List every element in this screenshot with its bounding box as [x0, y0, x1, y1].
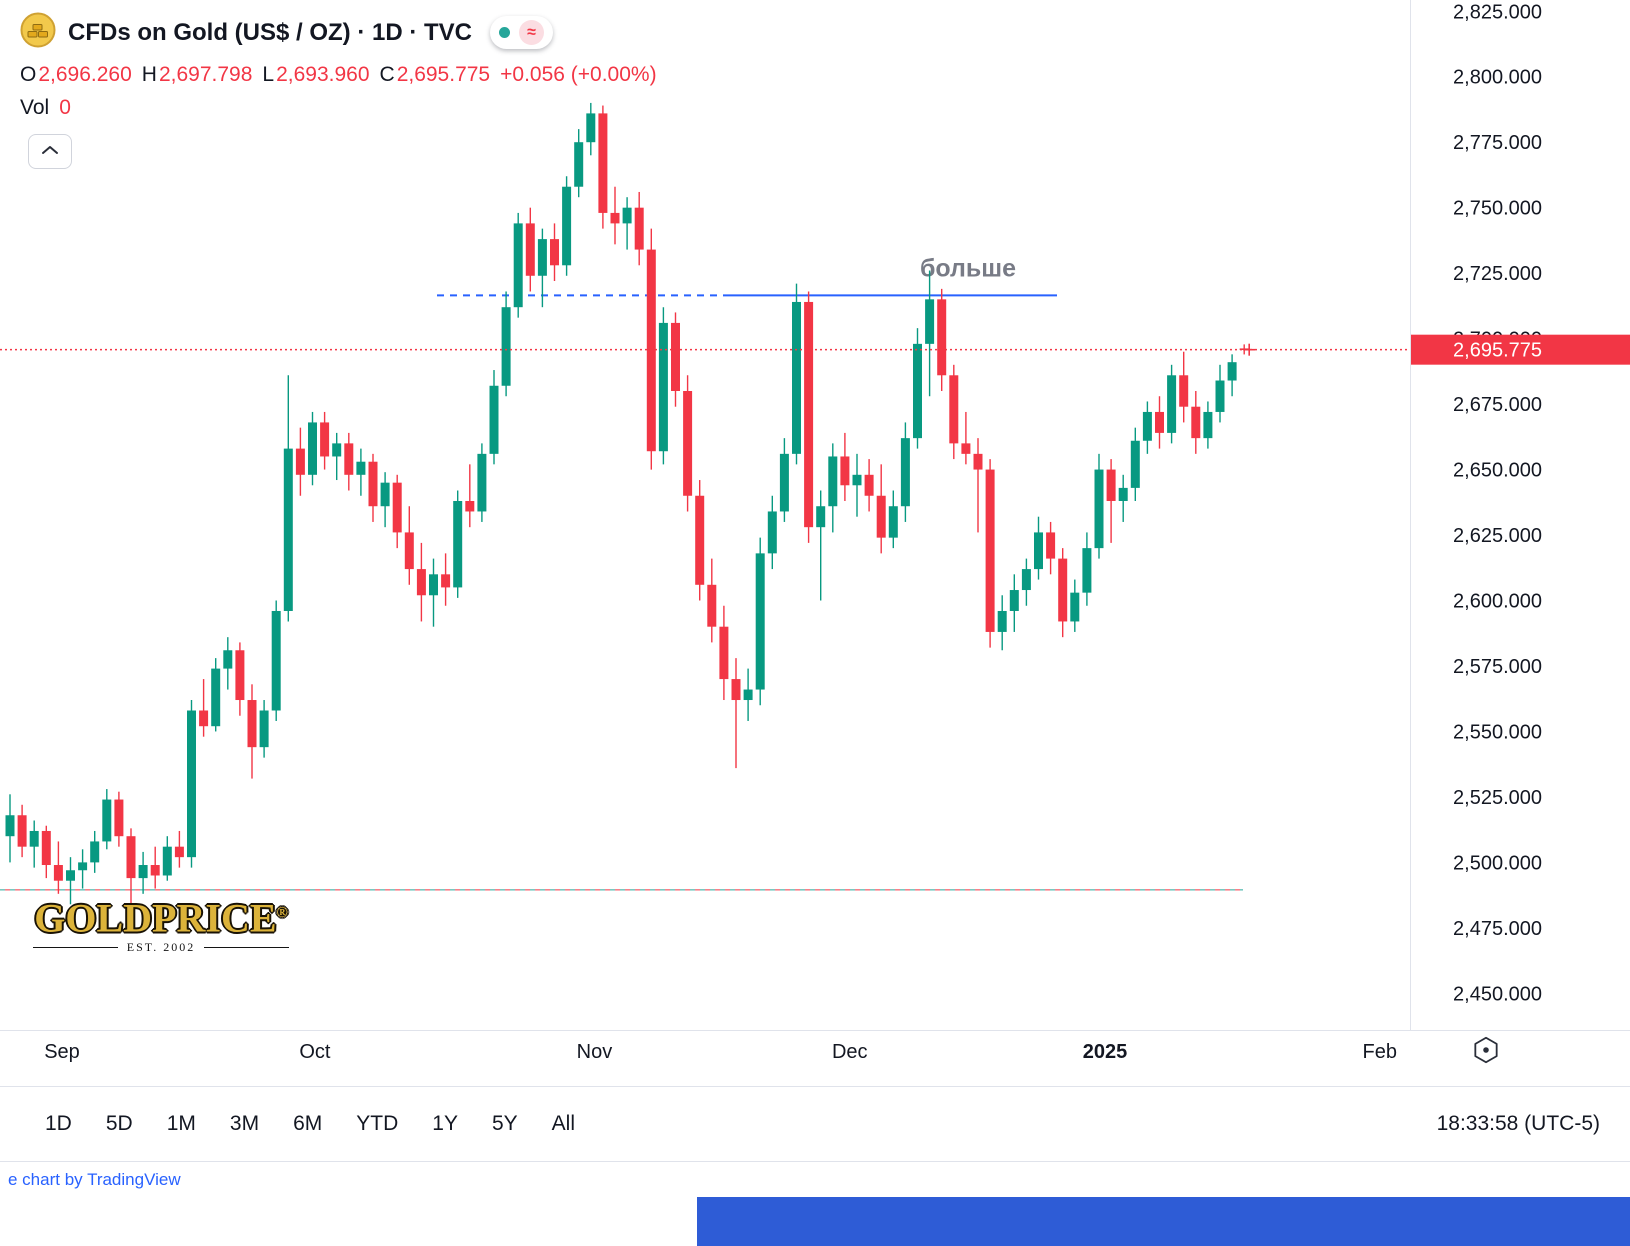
collapse-legend-button[interactable]: [28, 134, 72, 169]
range-button-all[interactable]: All: [537, 1104, 590, 1144]
svg-text:2,600.000: 2,600.000: [1453, 591, 1542, 613]
range-button-1y[interactable]: 1Y: [417, 1104, 473, 1144]
goldprice-logo-est: EST. 2002: [33, 940, 289, 955]
page-section-below-chart: [697, 1197, 1630, 1246]
chevron-up-icon: [39, 143, 61, 160]
range-buttons: 1D 5D 1M 3M 6M YTD 1Y 5Y All: [30, 1104, 590, 1144]
symbol-title-row: CFDs on Gold (US$ / OZ) · 1D · TVC ≈: [20, 12, 667, 53]
open-label: O: [20, 63, 37, 86]
market-status-dot-icon: [499, 27, 510, 38]
volume-readout: Vol 0: [20, 96, 667, 120]
time-axis-labels: Sep Oct Nov Dec 2025 Feb: [44, 1041, 1397, 1063]
svg-text:2025: 2025: [1083, 1041, 1128, 1063]
svg-text:2,725.000: 2,725.000: [1453, 263, 1542, 285]
svg-text:2,650.000: 2,650.000: [1453, 460, 1542, 482]
range-button-5d[interactable]: 5D: [91, 1104, 148, 1144]
range-button-3m[interactable]: 3M: [215, 1104, 274, 1144]
current-price-tag: [1411, 334, 1630, 365]
svg-text:Dec: Dec: [832, 1041, 868, 1063]
svg-text:2,625.000: 2,625.000: [1453, 525, 1542, 547]
svg-text:2,525.000: 2,525.000: [1453, 787, 1542, 809]
range-button-5y[interactable]: 5Y: [477, 1104, 533, 1144]
range-button-1d[interactable]: 1D: [30, 1104, 87, 1144]
range-button-6m[interactable]: 6M: [278, 1104, 337, 1144]
goldprice-logo: GOLDPRICE® EST. 2002: [33, 891, 289, 955]
svg-text:Sep: Sep: [44, 1041, 80, 1063]
svg-text:2,775.000: 2,775.000: [1453, 132, 1542, 154]
svg-text:2,825.000: 2,825.000: [1453, 1, 1542, 23]
chart-settings-icon[interactable]: [1470, 1034, 1502, 1066]
close-value: 2,695.775: [396, 63, 491, 86]
svg-text:2,475.000: 2,475.000: [1453, 918, 1542, 940]
range-button-ytd[interactable]: YTD: [341, 1104, 413, 1144]
gold-coin-icon: [20, 12, 56, 53]
svg-text:2,800.000: 2,800.000: [1453, 67, 1542, 89]
svg-text:Nov: Nov: [577, 1041, 613, 1063]
change-value: +0.056 (+0.00%): [500, 63, 657, 86]
goldprice-logo-text: GOLDPRICE®: [34, 895, 288, 941]
ohlc-readout: O 2,696.260 H 2,697.798 L 2,693.960 C 2,…: [20, 63, 667, 87]
low-value: 2,693.960: [276, 63, 370, 86]
low-label: L: [262, 63, 275, 86]
open-value: 2,696.260: [38, 63, 132, 86]
svg-text:2,575.000: 2,575.000: [1453, 656, 1542, 678]
clock-readout[interactable]: 18:33:58 (UTC-5): [1436, 1112, 1600, 1135]
chart-header: CFDs on Gold (US$ / OZ) · 1D · TVC ≈ O 2…: [20, 12, 667, 169]
svg-text:2,450.000: 2,450.000: [1453, 983, 1542, 1005]
svg-text:2,675.000: 2,675.000: [1453, 394, 1542, 416]
svg-text:Oct: Oct: [299, 1041, 331, 1063]
range-button-1m[interactable]: 1M: [152, 1104, 211, 1144]
tradingview-attribution-link[interactable]: e chart by TradingView: [8, 1170, 181, 1189]
svg-text:Feb: Feb: [1362, 1041, 1396, 1063]
range-toolbar: 1D 5D 1M 3M 6M YTD 1Y 5Y All 18:33:58 (UTC-5): [0, 1086, 1630, 1162]
high-label: H: [141, 63, 157, 86]
close-label: C: [379, 63, 395, 86]
market-status-pill[interactable]: ≈: [490, 16, 553, 49]
delayed-data-icon: ≈: [519, 20, 544, 45]
price-axis-labels: 2,825.000 2,800.000 2,775.000 2,750.000 2,72…: [1453, 1, 1542, 1005]
svg-text:2,550.000: 2,550.000: [1453, 721, 1542, 743]
high-value: 2,697.798: [158, 63, 253, 86]
candlestick-chart[interactable]: больше 2,825.000 2,800.000 2,775.000 2,750.0…: [0, 0, 1630, 1086]
symbol-title[interactable]: CFDs on Gold (US$ / OZ) · 1D · TVC: [68, 18, 472, 46]
annotation-label: больше: [920, 254, 1016, 282]
registered-mark: ®: [276, 905, 288, 921]
volume-value: 0: [59, 96, 71, 119]
volume-label: Vol: [20, 96, 50, 119]
current-price-tag-label: 2,695.775: [1453, 340, 1542, 362]
svg-text:2,500.000: 2,500.000: [1453, 852, 1542, 874]
svg-text:2,750.000: 2,750.000: [1453, 198, 1542, 220]
candles-layer: [5, 102, 1249, 915]
